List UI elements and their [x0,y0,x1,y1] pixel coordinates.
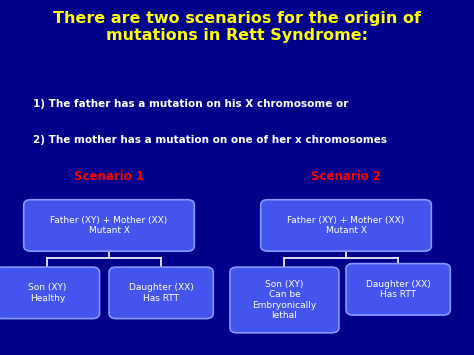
Text: Daughter (XX)
Has RTT: Daughter (XX) Has RTT [129,283,193,302]
Text: Son (XY)
Can be
Embryonically
lethal: Son (XY) Can be Embryonically lethal [252,280,317,320]
FancyBboxPatch shape [0,267,100,319]
Text: Scenario 2: Scenario 2 [311,170,381,184]
Text: 1) The father has a mutation on his X chromosome or: 1) The father has a mutation on his X ch… [33,99,348,109]
Text: 2) The mother has a mutation on one of her x chromosomes: 2) The mother has a mutation on one of h… [33,135,387,145]
Text: Son (XY)
Healthy: Son (XY) Healthy [28,283,66,302]
Text: Scenario 1: Scenario 1 [74,170,144,184]
FancyBboxPatch shape [230,267,339,333]
Text: Daughter (XX)
Has RTT: Daughter (XX) Has RTT [366,280,430,299]
FancyBboxPatch shape [109,267,213,319]
FancyBboxPatch shape [261,200,431,251]
Text: There are two scenarios for the origin of
mutations in Rett Syndrome:: There are two scenarios for the origin o… [53,11,421,43]
FancyBboxPatch shape [346,263,450,315]
FancyBboxPatch shape [24,200,194,251]
Text: Father (XY) + Mother (XX)
Mutant X: Father (XY) + Mother (XX) Mutant X [50,216,168,235]
Text: Father (XY) + Mother (XX)
Mutant X: Father (XY) + Mother (XX) Mutant X [287,216,405,235]
